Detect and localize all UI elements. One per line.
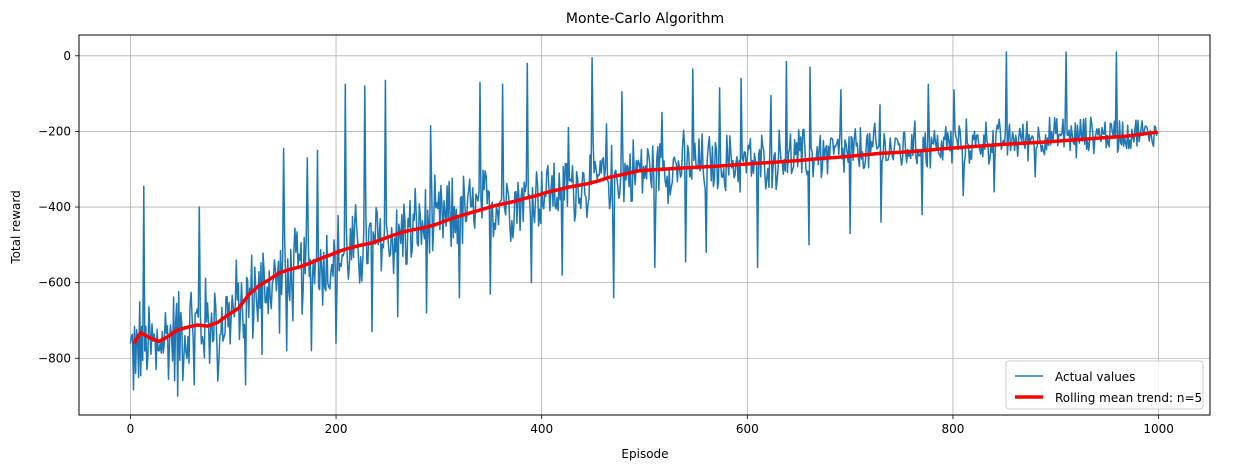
x-tick-label: 400 <box>530 422 553 436</box>
x-tick-label: 200 <box>325 422 348 436</box>
x-tick-label: 1000 <box>1143 422 1174 436</box>
x-axis-label: Episode <box>621 447 668 461</box>
legend-box <box>1005 360 1204 410</box>
series-line-actual-values <box>129 51 1159 397</box>
grid <box>79 35 1210 415</box>
x-tick-label: 600 <box>736 422 759 436</box>
axis-ticks: 0 200 400 600 800 1000 0 −200 −400 −600 −800 <box>38 49 1174 436</box>
y-tick-label: 0 <box>63 49 71 63</box>
y-tick-label: −200 <box>38 124 71 138</box>
series-line-rolling-mean <box>132 130 1159 345</box>
chart-title: Monte-Carlo Algorithm <box>566 11 724 27</box>
x-tick-label: 0 <box>127 422 135 436</box>
legend: Actual values Rolling mean trend: n=5 <box>1005 360 1204 410</box>
legend-label-actual-values: Actual values <box>1055 370 1135 384</box>
plot-frame <box>78 34 1211 416</box>
y-tick-label: −800 <box>38 351 71 365</box>
legend-label-rolling-mean: Rolling mean trend: n=5 <box>1055 391 1202 405</box>
series-layer <box>129 51 1159 397</box>
y-tick-label: −600 <box>38 276 71 290</box>
y-axis-label: Total reward <box>9 190 23 264</box>
y-tick-label: −400 <box>38 200 71 214</box>
x-tick-label: 800 <box>942 422 965 436</box>
